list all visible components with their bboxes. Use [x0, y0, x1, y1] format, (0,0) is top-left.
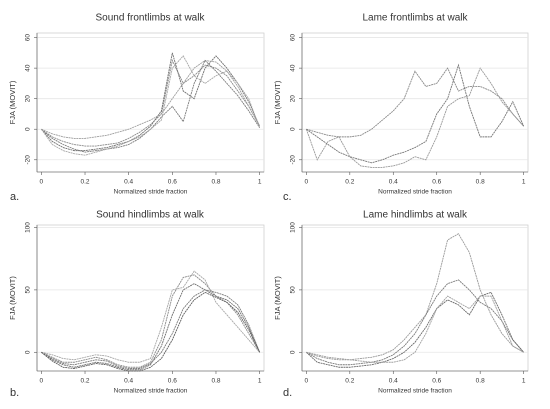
y-tick-label: 0: [25, 350, 32, 354]
y-tick-label: 100: [25, 222, 32, 233]
x-tick-label: 0.2: [345, 378, 354, 385]
x-tick-label: 0: [305, 378, 309, 385]
chart-title: Lame hindlimbs at walk: [363, 210, 468, 221]
x-axis-label: Normalized stride fraction: [114, 189, 188, 196]
plot-area: [301, 224, 529, 372]
x-tick-label: 0: [305, 179, 309, 186]
x-tick-label: 0.6: [432, 378, 441, 385]
y-tick-label: 20: [25, 95, 32, 103]
data-line: [41, 59, 261, 153]
x-tick-label: 1: [258, 179, 262, 186]
x-tick-label: 0.4: [389, 179, 398, 186]
x-tick-label: 1: [258, 378, 262, 385]
x-tick-label: 0.2: [80, 179, 89, 186]
plot-area: [36, 224, 265, 372]
data-line: [41, 60, 261, 139]
y-axis-label: FJA (MOVIT): [273, 276, 282, 320]
y-tick-label: -20: [290, 155, 297, 165]
panel-label: c.: [283, 191, 292, 203]
data-line: [306, 63, 525, 164]
y-axis-label: FJA (MOVIT): [273, 80, 282, 124]
x-tick-label: 1: [522, 179, 526, 186]
data-line: [41, 291, 261, 372]
data-line: [41, 283, 261, 371]
x-tick-label: 0.2: [80, 378, 89, 385]
panel-label: b.: [10, 387, 19, 399]
data-line: [41, 270, 260, 363]
chart-title: Sound frontlimbs at walk: [96, 13, 206, 24]
y-tick-label: 40: [25, 64, 32, 72]
data-line: [41, 55, 261, 156]
x-tick-label: 0.8: [211, 179, 220, 186]
x-axis-label: Normalized stride fraction: [114, 388, 188, 395]
x-tick-label: 0.2: [345, 179, 354, 186]
x-tick-label: 0.8: [476, 378, 485, 385]
y-tick-label: 40: [290, 64, 297, 72]
data-line: [306, 233, 524, 361]
x-tick-label: 0.6: [168, 179, 177, 186]
x-tick-label: 0.4: [124, 378, 133, 385]
x-tick-label: 0.6: [168, 378, 177, 385]
panel-label: d.: [283, 387, 292, 399]
y-tick-label: 60: [290, 34, 297, 42]
data-line: [306, 67, 524, 138]
x-axis-label: Normalized stride fraction: [378, 388, 452, 395]
y-axis-label: FJA (MOVIT): [8, 276, 17, 320]
x-tick-label: 0.4: [389, 378, 398, 385]
y-tick-label: 20: [290, 95, 297, 103]
panel-label: a.: [10, 191, 19, 203]
x-tick-label: 0.8: [211, 378, 220, 385]
x-tick-label: 0: [40, 378, 44, 385]
y-tick-label: 0: [290, 350, 297, 354]
y-tick-label: 60: [25, 34, 32, 42]
chart-title: Lame frontlimbs at walk: [362, 13, 468, 24]
x-tick-label: 0.4: [124, 179, 133, 186]
x-tick-label: 1: [522, 378, 526, 385]
plot-area: [36, 32, 265, 173]
plot-area: [301, 32, 529, 173]
data-line: [305, 67, 524, 168]
data-line: [41, 59, 261, 147]
data-line: [306, 279, 524, 366]
y-axis-label: FJA (MOVIT): [8, 80, 17, 124]
y-tick-label: 0: [290, 127, 297, 131]
x-axis-label: Normalized stride fraction: [378, 189, 452, 196]
chart-title: Sound hindlimbs at walk: [96, 210, 205, 221]
y-tick-label: -20: [25, 155, 32, 165]
x-tick-label: 0: [40, 179, 44, 186]
x-tick-label: 0.6: [432, 179, 441, 186]
data-line: [41, 289, 261, 369]
y-tick-label: 50: [290, 286, 297, 294]
y-tick-label: 0: [25, 127, 32, 131]
y-tick-label: 100: [290, 222, 297, 233]
data-line: [41, 52, 261, 152]
x-tick-label: 0.8: [476, 179, 485, 186]
data-line: [306, 295, 524, 363]
y-tick-label: 50: [25, 286, 32, 294]
data-line: [306, 291, 524, 368]
